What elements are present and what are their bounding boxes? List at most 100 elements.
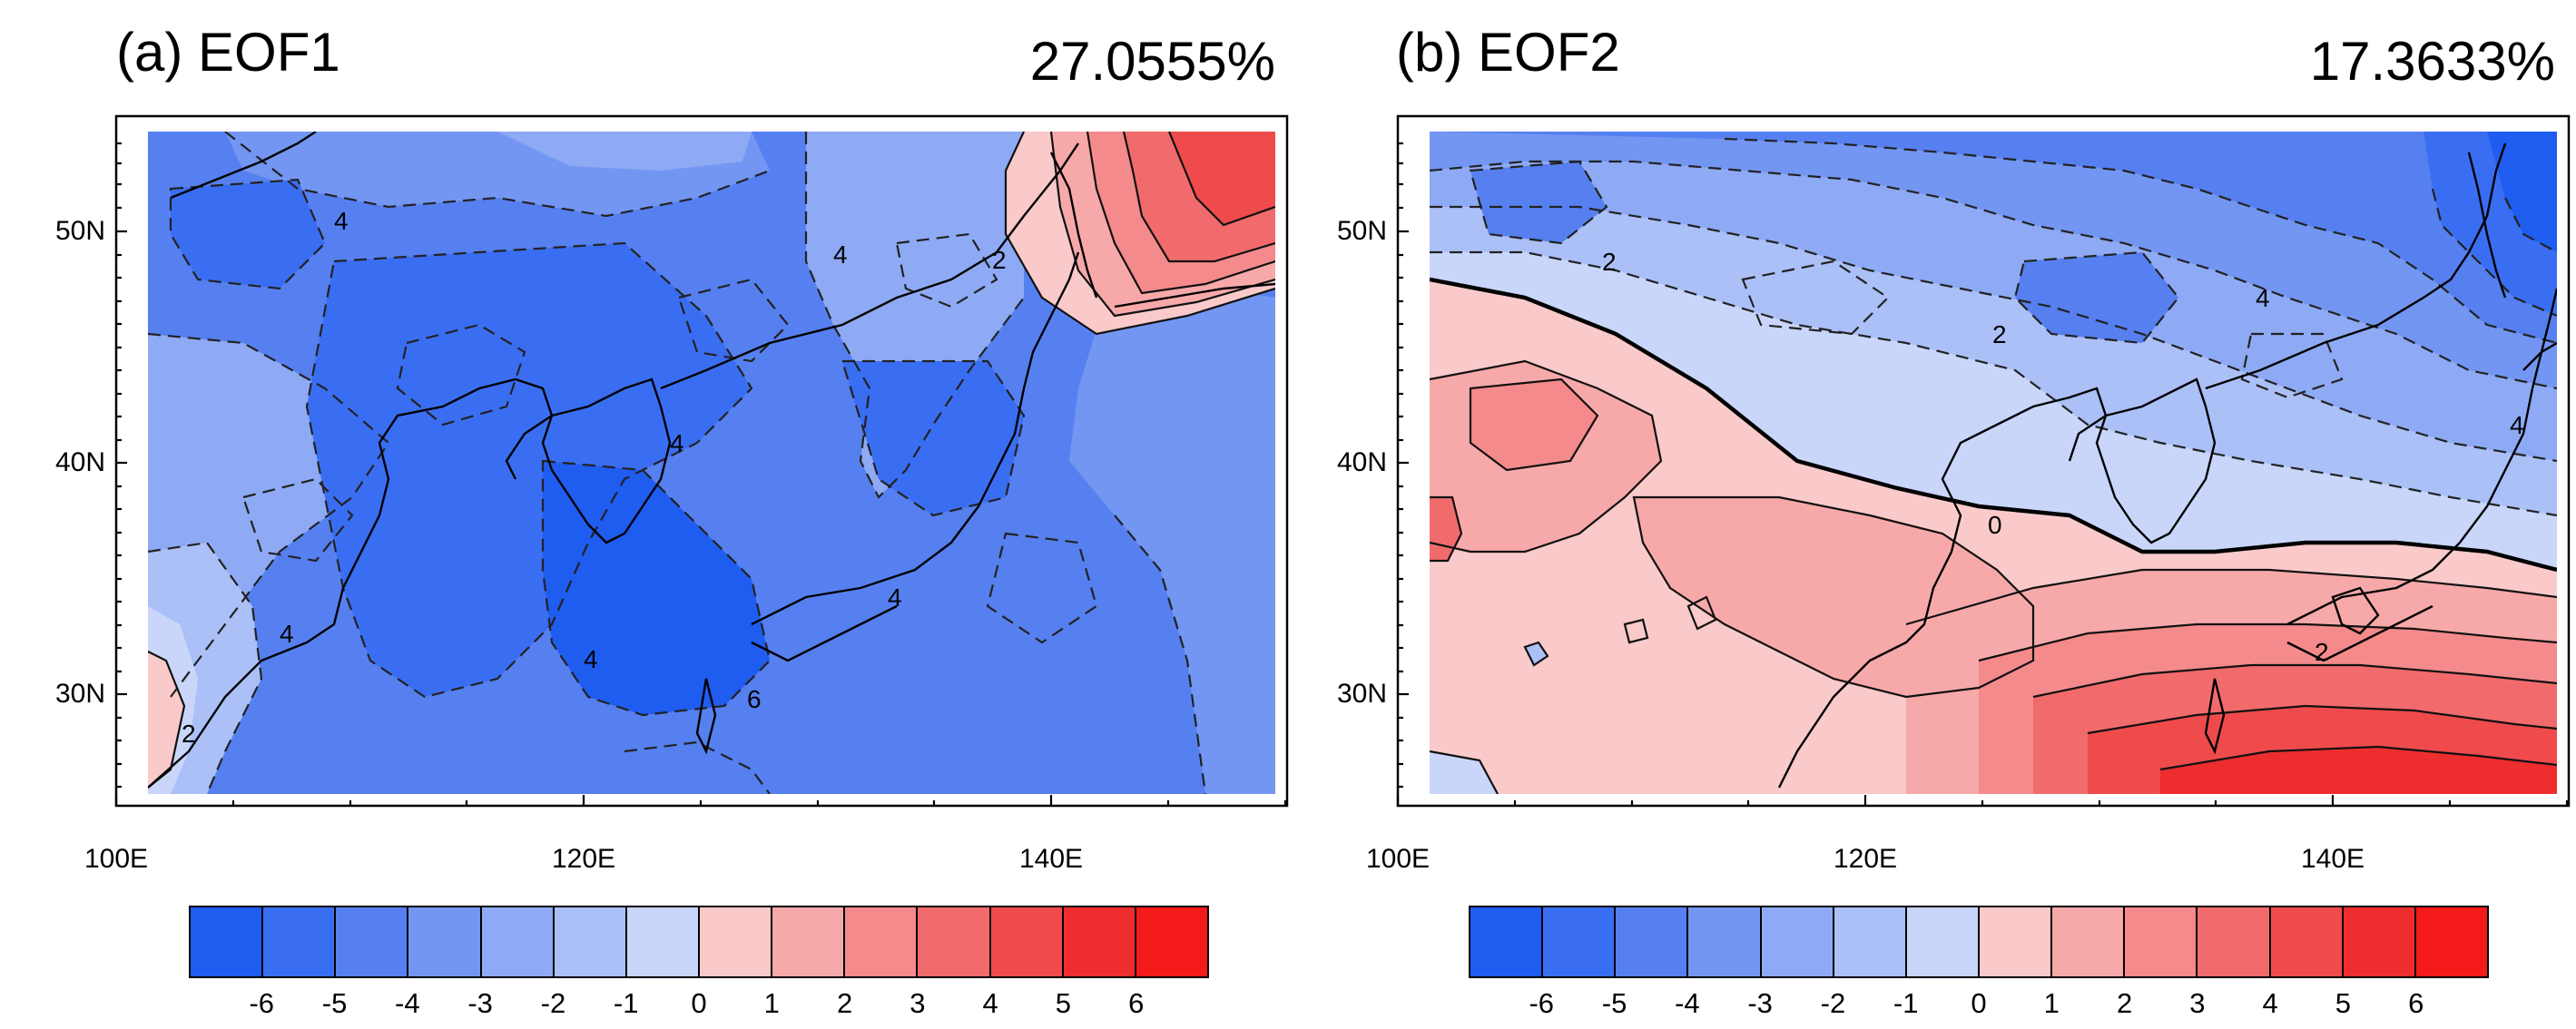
colorbar-a-swatch (191, 907, 264, 976)
colorbar-b-swatch (2125, 907, 2198, 976)
panel-b-variance: 17.3633% (2309, 31, 2555, 92)
colorbar-a-label: 4 (982, 987, 998, 1019)
field-b-pos6-se (2160, 747, 2557, 794)
panel-b-title: (b) EOF2 (1396, 22, 1620, 83)
coastline-japan-kyushu-b (2331, 586, 2380, 635)
x-tick-a-120e: 120E (551, 844, 616, 874)
field-a-core-5 (543, 461, 770, 715)
coastline-japan-a (751, 251, 1080, 626)
colorbar-a-swatch (918, 907, 991, 976)
coastline-china-a (148, 377, 554, 789)
coastline-sakhalin-b (2467, 152, 2507, 299)
coastline-taiwan-a (695, 678, 717, 755)
field-b-neg-blob1 (2015, 252, 2178, 343)
colorbar-b-swatch (1906, 907, 1980, 976)
colorbar-a-label: 1 (763, 987, 780, 1019)
colorbar-b-label: 0 (1971, 987, 1987, 1019)
colorbar-b-swatch (1616, 907, 1689, 976)
y-tick-a-40n: 40N (54, 447, 105, 477)
colorbar-a-swatch (699, 907, 773, 976)
x-tick-b-140e: 140E (2300, 844, 2365, 874)
colorbar-a-label: 0 (691, 987, 707, 1019)
field-b-neg-sw (1430, 751, 1498, 794)
coastline-korea-b (2095, 377, 2217, 544)
field-a-ne-pos5 (1169, 132, 1275, 225)
colorbar-b-label: -6 (1529, 987, 1555, 1019)
colorbar-b (1469, 906, 2489, 978)
colorbar-a-label: 3 (909, 987, 926, 1019)
field-a-core-4 (307, 243, 752, 697)
colorbar-b-label: 5 (2335, 987, 2352, 1019)
colorbar-a-label: -4 (395, 987, 420, 1019)
field-a-center-blob (842, 361, 1024, 515)
colorbar-b-swatch (2343, 907, 2416, 976)
colorbar-a-swatch (408, 907, 482, 976)
colorbar-b-label: -1 (1893, 987, 1919, 1019)
field-b-neg-blob2 (1470, 162, 1607, 243)
y-tick-b-50n: 50N (1336, 216, 1387, 246)
map-panel-a (114, 114, 1289, 808)
colorbar-a-label: -2 (540, 987, 566, 1019)
colorbar-a-swatch (772, 907, 846, 976)
colorbar-b-label: 2 (2116, 987, 2133, 1019)
panel-a-title: (a) EOF1 (116, 22, 340, 83)
colorbar-b-swatch (2052, 907, 2126, 976)
colorbar-a-swatch (626, 907, 700, 976)
panel-a-variance: 27.0555% (1029, 31, 1275, 92)
coastline-china-b (1777, 387, 2108, 789)
axis-ticks-b (1396, 142, 2569, 806)
colorbar-b-label: 4 (2262, 987, 2278, 1019)
colorbar-b-label: -5 (1601, 987, 1627, 1019)
coastline-north-a (170, 132, 317, 200)
colorbar-b-label: 3 (2189, 987, 2206, 1019)
colorbar-a (189, 906, 1209, 978)
coastline-korea-a (541, 377, 672, 544)
field-b-neg7 (2487, 132, 2557, 252)
field-a-north-light (497, 132, 752, 171)
colorbar-a-swatch (990, 907, 1064, 976)
map-panel-b (1396, 114, 2571, 808)
colorbar-b-swatch (2415, 907, 2487, 976)
field-a-west-blob (171, 180, 325, 289)
coastline-kuril-a (1114, 282, 1275, 309)
colorbar-b-swatch (1688, 907, 1762, 976)
colorbar-b-swatch (1834, 907, 1907, 976)
field-a-east-lighter (1069, 270, 1275, 794)
colorbar-a-label: -6 (249, 987, 275, 1019)
colorbar-a-swatch (1136, 907, 1207, 976)
colorbar-b-label: -3 (1747, 987, 1773, 1019)
field-b-pos3-west (1470, 379, 1598, 470)
coastline-taiwan-b (2204, 678, 2226, 755)
colorbar-b-label: -4 (1675, 987, 1700, 1019)
y-tick-a-50n: 50N (54, 216, 105, 246)
y-tick-b-40n: 40N (1336, 447, 1387, 477)
colorbar-a-swatch (263, 907, 337, 976)
x-tick-b-100e: 100E (1365, 844, 1431, 874)
colorbar-b-swatch (1543, 907, 1617, 976)
colorbar-b-swatch (2270, 907, 2344, 976)
colorbar-b-label: -2 (1820, 987, 1846, 1019)
axis-ticks-a (114, 142, 1287, 806)
colorbar-a-label: 5 (1055, 987, 1072, 1019)
colorbar-a-label: -1 (613, 987, 639, 1019)
colorbar-a-label: -5 (321, 987, 348, 1019)
colorbar-b-swatch (1761, 907, 1834, 976)
coastline-russia-a (660, 142, 1079, 390)
field-b-neg5 (1430, 132, 2557, 343)
colorbar-a-swatch (1063, 907, 1136, 976)
coastline-russia-b (2205, 142, 2507, 390)
coastline-japan-south-a (751, 604, 898, 662)
colorbar-b-swatch (2197, 907, 2271, 976)
colorbar-a-label: 6 (1128, 987, 1145, 1019)
colorbar-a-label: -3 (467, 987, 493, 1019)
colorbar-b-swatch (1470, 907, 1544, 976)
colorbar-a-swatch (481, 907, 555, 976)
y-tick-a-30n: 30N (54, 679, 105, 709)
colorbar-a-swatch (554, 907, 627, 976)
coastline-sakhalin-a (1049, 152, 1098, 299)
colorbar-b-label: 6 (2408, 987, 2424, 1019)
colorbar-a-label: 2 (836, 987, 853, 1019)
zero-contour-b (1430, 277, 2557, 573)
colorbar-b-label: 1 (2043, 987, 2060, 1019)
coastline-japan-b (2286, 288, 2557, 626)
